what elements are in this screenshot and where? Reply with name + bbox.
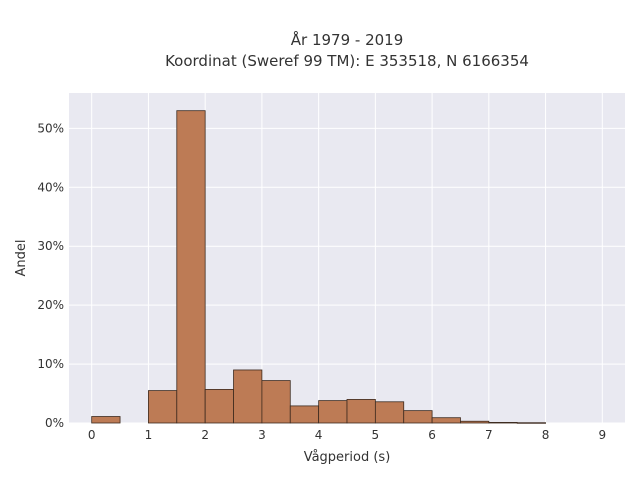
plot-area (69, 93, 625, 423)
x-tick-label: 5 (372, 428, 380, 442)
histogram-bar (460, 420, 490, 424)
y-tick-label: 50% (37, 121, 64, 135)
histogram-bar (91, 416, 121, 424)
histogram-bar (261, 380, 291, 424)
y-axis-label: Andel (14, 240, 29, 277)
x-axis-ticks: 0 1 2 3 4 5 6 7 8 9 (88, 428, 606, 442)
x-axis-label: Vågperiod (s) (304, 450, 391, 465)
x-tick-label: 0 (88, 428, 96, 442)
x-tick-label: 7 (485, 428, 493, 442)
y-axis-ticks: 0% 10% 20% 30% 40% 50% (37, 121, 64, 430)
histogram-bar (403, 410, 433, 424)
chart-subtitle: Koordinat (Sweref 99 TM): E 353518, N 61… (165, 52, 529, 70)
x-tick-label: 1 (145, 428, 153, 442)
y-tick-label: 30% (37, 239, 64, 253)
histogram-bar (431, 417, 461, 424)
histogram-bar (204, 389, 234, 424)
x-tick-label: 8 (542, 428, 550, 442)
histogram-bar (289, 405, 320, 424)
histogram-bar (318, 400, 348, 424)
y-tick-label: 0% (45, 416, 64, 430)
chart-title: År 1979 - 2019 (291, 30, 404, 49)
y-tick-label: 40% (37, 180, 64, 194)
y-tick-label: 20% (37, 298, 64, 312)
histogram-bar (233, 369, 263, 424)
x-tick-label: 3 (258, 428, 266, 442)
x-tick-label: 4 (315, 428, 323, 442)
histogram-bar (516, 422, 546, 424)
x-tick-label: 2 (201, 428, 209, 442)
y-tick-label: 10% (37, 357, 64, 371)
bars (91, 110, 546, 424)
histogram-bar (488, 422, 518, 424)
x-tick-label: 9 (598, 428, 606, 442)
histogram-bar (176, 110, 206, 424)
histogram-bar (374, 401, 405, 424)
histogram-bar (346, 399, 376, 424)
x-tick-label: 6 (428, 428, 436, 442)
histogram-bar (148, 390, 178, 424)
